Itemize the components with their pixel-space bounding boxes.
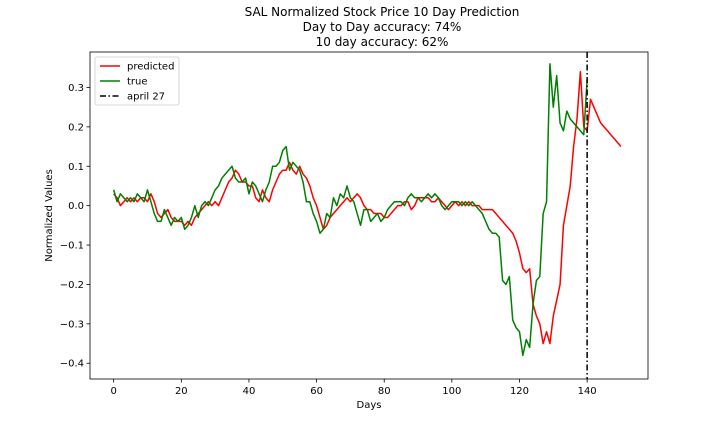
x-tick-label: 140: [578, 386, 597, 397]
series-line-true: [112, 63, 588, 357]
y-tick-label: 0.0: [68, 201, 84, 212]
x-tick-label: 120: [510, 386, 529, 397]
x-tick-label: 0: [110, 386, 116, 397]
y-tick-label: −0.2: [60, 280, 84, 291]
x-tick-label: 60: [310, 386, 323, 397]
chart-title-line-2: Day to Day accuracy: 74%: [303, 20, 462, 34]
legend-label-true: true: [127, 77, 148, 88]
y-tick-label: 0.3: [68, 83, 84, 94]
legend-box: [94, 56, 180, 106]
x-tick-label: 100: [442, 386, 461, 397]
y-tick-label: 0.2: [68, 122, 84, 133]
plot-area: [89, 51, 649, 380]
x-axis-label: Days: [357, 400, 382, 411]
legend: predicted true april 27: [94, 56, 180, 106]
plot-frame: [89, 51, 649, 380]
chart-title-line-1: SAL Normalized Stock Price 10 Day Predic…: [245, 5, 520, 19]
chart-title: SAL Normalized Stock Price 10 Day Predic…: [245, 5, 520, 49]
y-tick-label: −0.1: [60, 241, 84, 252]
x-axis: 0 20 40 60 80 100 120 140: [110, 379, 597, 397]
y-tick-label: −0.3: [60, 319, 84, 330]
y-axis: −0.4 −0.3 −0.2 −0.1 0.0 0.1 0.2 0.3: [60, 83, 90, 370]
x-tick-label: 20: [175, 386, 188, 397]
y-tick-label: 0.1: [68, 162, 84, 173]
y-axis-label: Normalized Values: [44, 169, 55, 262]
legend-label-predicted: predicted: [127, 62, 174, 73]
series-layer: [112, 63, 622, 357]
legend-label-april-27: april 27: [127, 92, 165, 103]
x-tick-label: 80: [378, 386, 391, 397]
chart-title-line-3: 10 day accuracy: 62%: [316, 35, 449, 49]
y-tick-label: −0.4: [60, 359, 84, 370]
x-tick-label: 40: [243, 386, 256, 397]
